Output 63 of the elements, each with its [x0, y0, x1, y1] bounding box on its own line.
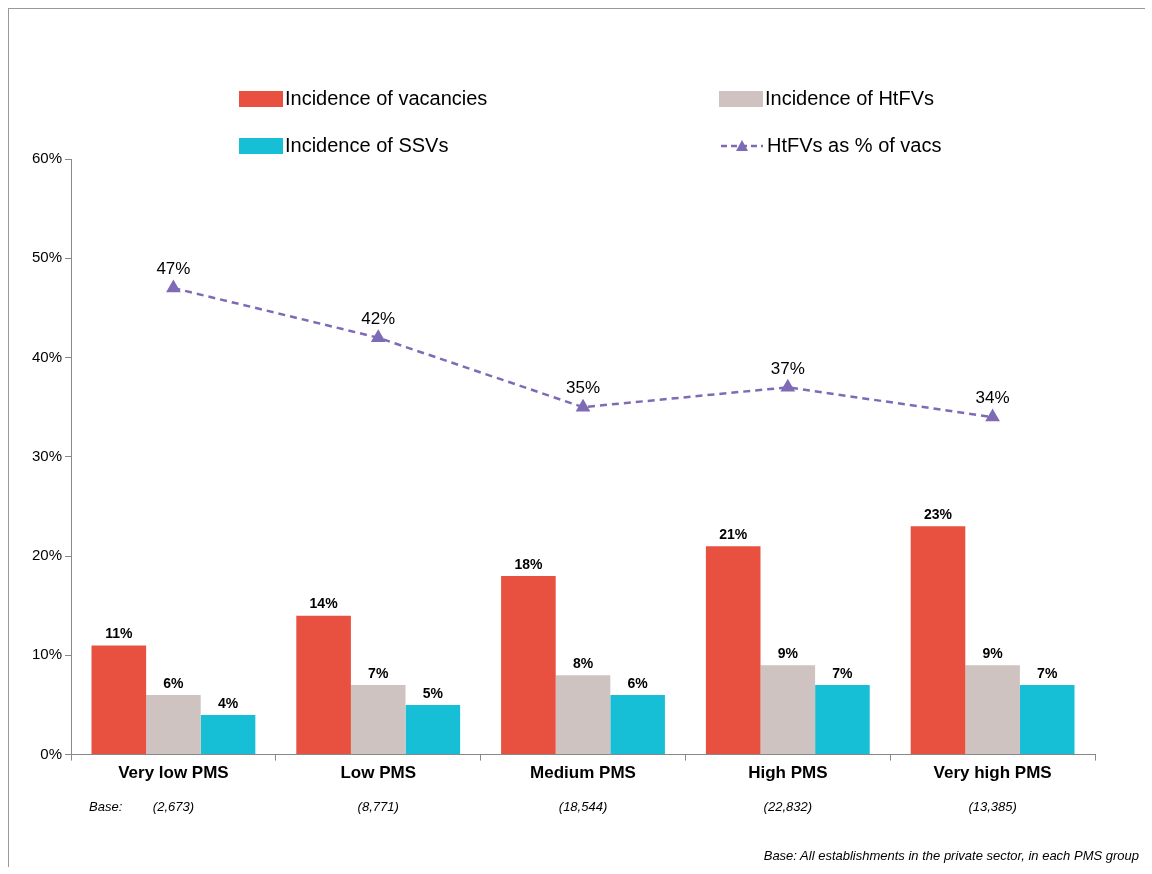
data-label: 4% [217, 694, 239, 711]
y-tick-label: 0% [40, 744, 63, 762]
x-tick-label: High PMS [748, 763, 828, 783]
data-label: 6% [627, 674, 649, 691]
bar [965, 665, 1020, 755]
x-tick-label: Very low PMS [118, 763, 229, 783]
bar [910, 526, 966, 755]
bar [296, 615, 351, 755]
bar [1019, 685, 1075, 755]
data-label: 34% [975, 388, 1010, 408]
data-label: 35% [566, 378, 601, 398]
x-tick-label: Medium PMS [530, 763, 636, 783]
data-label: 7% [1037, 664, 1058, 681]
text: (22,832) [763, 799, 813, 815]
y-tick-label: 20% [31, 546, 63, 564]
y-tick-label: 40% [31, 347, 63, 365]
legend-label: Incidence of HtFVs [765, 87, 934, 110]
data-label: 21% [719, 526, 748, 542]
data-label: 7% [832, 664, 854, 681]
legend-label: Incidence of vacancies [285, 87, 488, 110]
point [576, 399, 590, 412]
bar [760, 665, 816, 755]
data-label: 23% [923, 506, 953, 523]
data-label: 37% [770, 358, 805, 378]
x-tick-label: Very high PMS [933, 763, 1052, 783]
data-label: 6% [163, 674, 185, 691]
data-label: 5% [422, 684, 444, 701]
data-label: 8% [572, 655, 594, 672]
bar [146, 695, 201, 755]
bar [501, 575, 556, 755]
data-label: 9% [982, 645, 1004, 662]
bar [555, 675, 611, 755]
y-tick-label: 10% [31, 645, 63, 663]
y-tick-label: 50% [31, 248, 63, 266]
x-tick-label: Low PMS [340, 763, 416, 783]
data-label: 14% [309, 595, 339, 612]
data-label: 7% [368, 664, 389, 681]
text: (18,544) [558, 799, 608, 815]
bar [610, 695, 665, 755]
text: Base: All establishments in the private sector, in each PMS group [763, 848, 1139, 864]
data-label: 47% [156, 259, 191, 279]
text: Base: [89, 799, 123, 815]
data-label: 42% [361, 308, 396, 328]
data-label: 9% [777, 645, 799, 662]
legend-label: HtFVs as % of vacs [767, 134, 942, 157]
bar [705, 546, 761, 755]
legend-label: Incidence of SSVs [285, 134, 449, 157]
data-label: 18% [514, 555, 543, 572]
point [986, 409, 1000, 422]
bar [815, 685, 870, 755]
point [371, 330, 385, 342]
text: (2,673) [152, 799, 195, 815]
bar [200, 714, 256, 755]
y-tick-label: 30% [31, 446, 63, 464]
text: (8,771) [357, 799, 399, 815]
bar [405, 704, 461, 755]
bar [91, 645, 147, 755]
point [781, 380, 795, 392]
y-tick-label: 60% [31, 149, 63, 167]
text: (13,385) [968, 799, 1017, 815]
point [166, 280, 180, 293]
bar [350, 685, 406, 755]
data-label: 11% [105, 625, 133, 642]
